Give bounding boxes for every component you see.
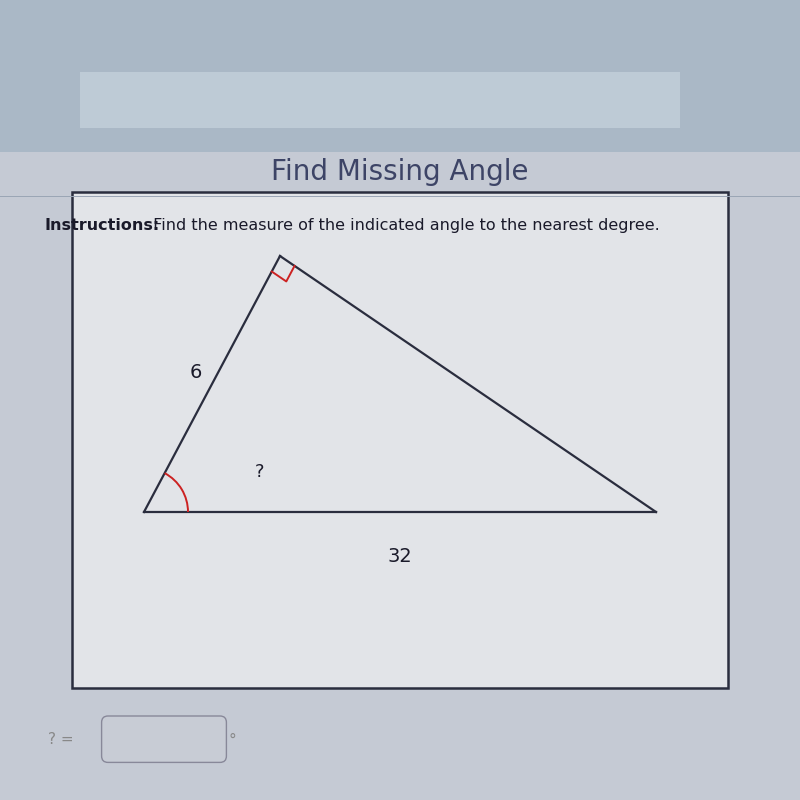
- FancyBboxPatch shape: [102, 716, 226, 762]
- Text: Find the measure of the indicated angle to the nearest degree.: Find the measure of the indicated angle …: [148, 218, 660, 233]
- FancyBboxPatch shape: [0, 152, 800, 200]
- FancyBboxPatch shape: [80, 72, 680, 128]
- Text: ? =: ? =: [48, 733, 74, 747]
- Text: 6: 6: [190, 362, 202, 382]
- Text: 32: 32: [388, 546, 412, 566]
- Text: Find Missing Angle: Find Missing Angle: [271, 158, 529, 186]
- FancyBboxPatch shape: [0, 0, 800, 160]
- Text: Instructions:: Instructions:: [44, 218, 159, 233]
- Text: ?: ?: [255, 463, 265, 481]
- Text: °: °: [228, 733, 236, 747]
- FancyBboxPatch shape: [72, 192, 728, 688]
